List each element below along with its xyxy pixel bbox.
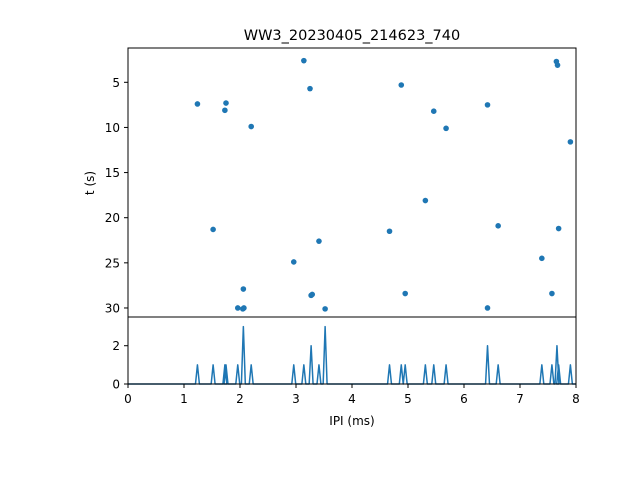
scatter-point xyxy=(234,305,241,311)
x-tick-label: 5 xyxy=(404,392,412,406)
x-tick-label: 3 xyxy=(292,392,300,406)
scatter-point xyxy=(301,57,307,64)
scatter-point xyxy=(307,85,313,92)
scatter-point xyxy=(495,223,501,229)
scatter-point xyxy=(443,125,449,132)
scatter-point xyxy=(567,139,574,145)
x-axis-label: IPI (ms) xyxy=(329,414,374,428)
y-tick-label: 0 xyxy=(112,378,120,392)
x-tick-label: 2 xyxy=(236,392,244,406)
y-ticks: 5 10 15 20 25 30 xyxy=(105,76,128,315)
y-tick-label: 25 xyxy=(105,256,120,270)
scatter-point xyxy=(422,197,429,204)
scatter-point xyxy=(386,228,393,235)
x-ticks: 0 1 2 3 4 5 6 7 8 xyxy=(124,384,580,406)
scatter-point xyxy=(555,225,562,232)
histogram-axes-frame xyxy=(127,316,577,385)
scatter-point xyxy=(484,305,491,311)
scatter-point xyxy=(210,226,216,233)
scatter-point xyxy=(241,305,247,311)
y-tick-label: 20 xyxy=(105,211,120,225)
scatter-point xyxy=(194,101,201,107)
x-tick-label: 4 xyxy=(348,392,356,406)
scatter-point xyxy=(554,62,561,68)
scatter-point xyxy=(430,108,437,114)
x-tick-label: 6 xyxy=(460,392,468,406)
x-tick-label: 8 xyxy=(572,392,580,406)
chart-title: WW3_20230405_214623_740 xyxy=(244,28,460,44)
scatter-point xyxy=(484,102,491,108)
scatter-point xyxy=(398,82,405,88)
scatter-point xyxy=(309,291,316,298)
scatter-point xyxy=(402,290,409,297)
y-tick-label: 30 xyxy=(105,301,120,315)
x-tick-label: 7 xyxy=(516,392,524,406)
y-tick-label: 5 xyxy=(112,76,120,90)
scatter-point xyxy=(290,259,297,265)
y-axis-label: t (s) xyxy=(83,171,97,195)
x-tick-label: 1 xyxy=(180,392,188,406)
y-tick-label: 2 xyxy=(112,339,120,353)
scatter-point xyxy=(316,238,322,244)
y-ticks: 02 xyxy=(112,339,128,392)
y-tick-label: 15 xyxy=(105,166,120,180)
scatter-point xyxy=(222,107,228,114)
y-tick-label: 10 xyxy=(105,121,120,135)
scatter-points xyxy=(194,57,574,312)
scatter-point xyxy=(223,100,229,106)
scatter-point xyxy=(549,290,555,297)
scatter-point xyxy=(240,286,247,292)
x-tick-label: 0 xyxy=(124,392,132,406)
scatter-point xyxy=(248,123,254,130)
scatter-point xyxy=(322,306,328,312)
scatter-point xyxy=(539,255,545,262)
scatter-panel: WW3_20230405_214623_740 t (s) 5 10 15 20 25 3… xyxy=(83,28,577,318)
